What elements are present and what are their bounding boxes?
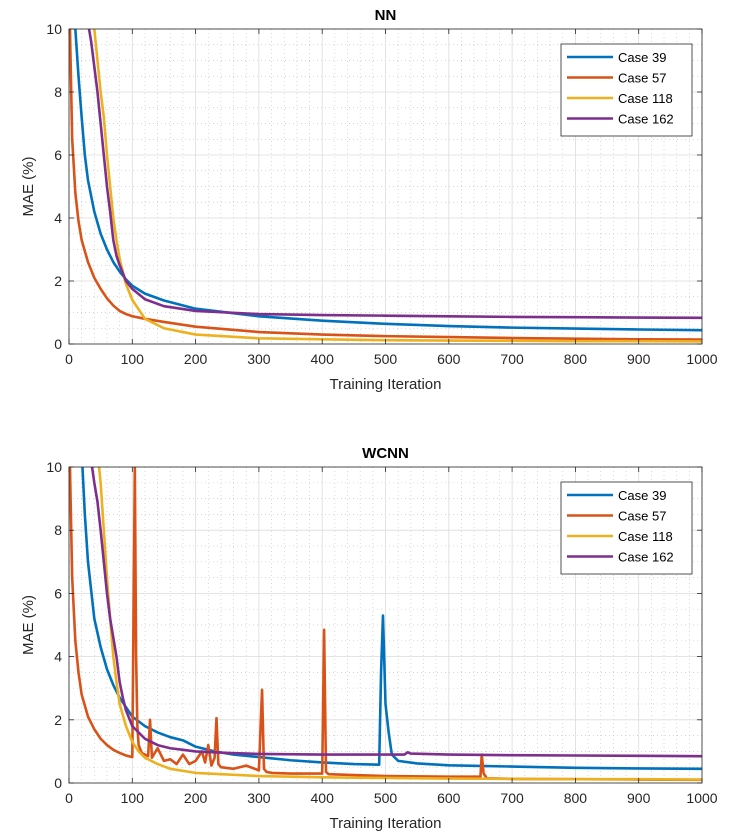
wcnn-ytick-label: 4 bbox=[54, 649, 62, 665]
wcnn-ytick-label: 2 bbox=[54, 712, 62, 728]
nn-legend-box bbox=[560, 43, 693, 137]
wcnn-legend-label: Case 39 bbox=[618, 488, 666, 503]
wcnn-ytick-label: 0 bbox=[54, 775, 62, 791]
nn-legend-label: Case 39 bbox=[618, 50, 666, 65]
nn-xtick-label: 900 bbox=[627, 351, 651, 367]
wcnn-xtick-label: 1000 bbox=[686, 790, 717, 806]
nn-ytick-label: 6 bbox=[54, 147, 62, 163]
nn-xtick-label: 400 bbox=[311, 351, 335, 367]
nn-ytick-label: 8 bbox=[54, 84, 62, 100]
wcnn-xtick-label: 900 bbox=[627, 790, 651, 806]
nn-y-axis-label: MAE (%) bbox=[20, 156, 37, 216]
wcnn-xtick-label: 0 bbox=[65, 790, 73, 806]
wcnn-series-group bbox=[69, 467, 702, 782]
wcnn-xtick-label: 800 bbox=[564, 790, 588, 806]
nn-series-line-case-162 bbox=[87, 29, 702, 320]
nn-series-line-case-57 bbox=[69, 29, 702, 341]
nn-xtick-label: 0 bbox=[65, 351, 73, 367]
nn-ytick-label: 10 bbox=[46, 21, 62, 37]
nn-xtick-label: 1000 bbox=[686, 351, 717, 367]
nn-legend-label: Case 118 bbox=[618, 91, 673, 106]
wcnn-xtick-label: 600 bbox=[437, 790, 461, 806]
nn-series-group bbox=[69, 29, 702, 343]
nn-legend-label: Case 57 bbox=[618, 71, 666, 86]
wcnn-xtick-label: 700 bbox=[500, 790, 524, 806]
nn-xtick-label: 200 bbox=[184, 351, 208, 367]
nn-legend-label: Case 162 bbox=[618, 112, 674, 127]
wcnn-series-line-case-57 bbox=[69, 467, 702, 782]
nn-xtick-label: 700 bbox=[500, 351, 524, 367]
nn-chart: 0 100 200 300 400 500 600 700 800 900 1000 0 2 4 6 8 10 N… bbox=[20, 7, 718, 393]
nn-xtick-label: 500 bbox=[374, 351, 398, 367]
nn-legend: Case 39 Case 57 Case 118 Case 162 bbox=[560, 43, 693, 137]
wcnn-series-line-case-118 bbox=[97, 467, 702, 781]
nn-x-axis-label: Training Iteration bbox=[329, 376, 441, 393]
nn-xtick-label: 600 bbox=[437, 351, 461, 367]
nn-ytick-label: 2 bbox=[54, 273, 62, 289]
wcnn-xtick-label: 100 bbox=[121, 790, 145, 806]
wcnn-legend-box bbox=[560, 481, 693, 575]
wcnn-ytick-label: 8 bbox=[54, 522, 62, 538]
wcnn-ytick-label: 6 bbox=[54, 585, 62, 601]
wcnn-chart: 0 100 200 300 400 500 600 700 800 900 1000 0 2 4 6 8 10 W… bbox=[20, 445, 718, 832]
wcnn-legend-label: Case 162 bbox=[618, 550, 674, 565]
wcnn-xtick-label: 500 bbox=[374, 790, 398, 806]
wcnn-series-line-case-162 bbox=[90, 467, 702, 758]
wcnn-y-axis-label: MAE (%) bbox=[20, 595, 37, 655]
nn-xtick-label: 800 bbox=[564, 351, 588, 367]
nn-ytick-label: 0 bbox=[54, 336, 62, 352]
wcnn-legend-label: Case 57 bbox=[618, 509, 666, 524]
wcnn-x-axis-label: Training Iteration bbox=[329, 815, 441, 832]
wcnn-ytick-label: 10 bbox=[46, 459, 62, 475]
nn-xtick-label: 300 bbox=[247, 351, 271, 367]
nn-chart-title: NN bbox=[375, 7, 397, 24]
wcnn-legend: Case 39 Case 57 Case 118 Case 162 bbox=[560, 481, 693, 575]
wcnn-xtick-label: 400 bbox=[311, 790, 335, 806]
nn-ytick-label: 4 bbox=[54, 210, 62, 226]
wcnn-xtick-label: 200 bbox=[184, 790, 208, 806]
wcnn-xtick-label: 300 bbox=[247, 790, 271, 806]
wcnn-legend-label: Case 118 bbox=[618, 529, 673, 544]
nn-series-line-case-39 bbox=[74, 29, 702, 332]
nn-xtick-label: 100 bbox=[121, 351, 145, 367]
nn-series-line-case-118 bbox=[93, 29, 702, 343]
wcnn-chart-title: WCNN bbox=[362, 445, 409, 462]
